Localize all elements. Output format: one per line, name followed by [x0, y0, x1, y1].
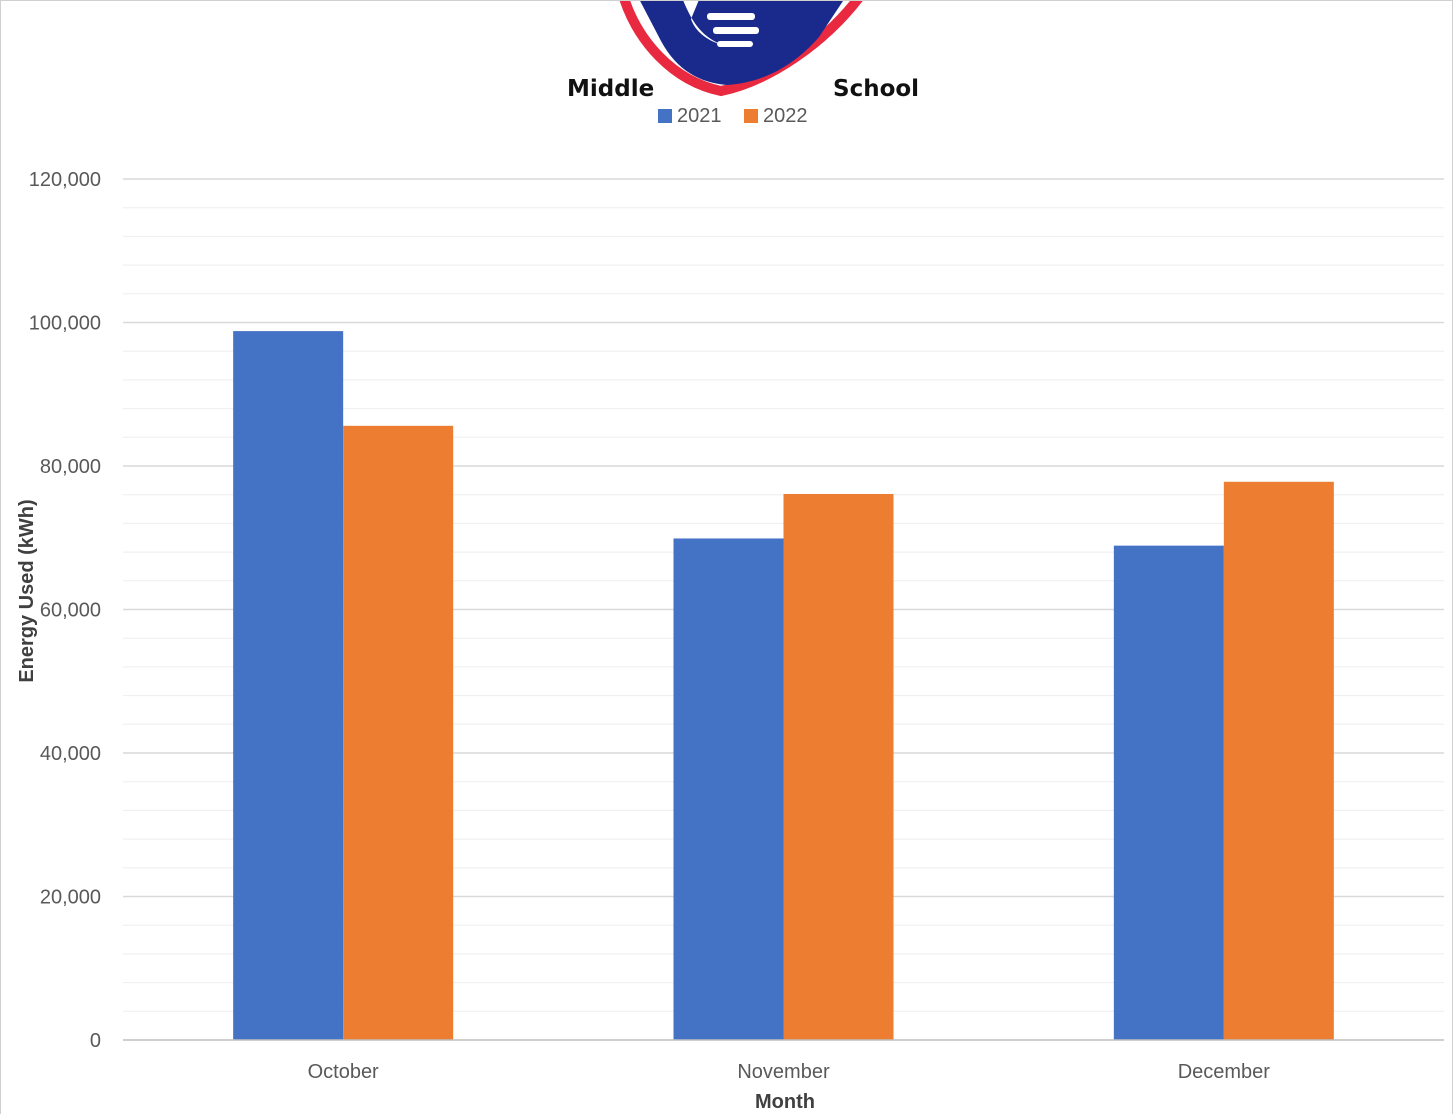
logo-stripe-2	[713, 27, 759, 34]
y-tick-label: 100,000	[29, 313, 101, 335]
x-axis-title: Month	[755, 1091, 815, 1113]
chart-legend: 2021 2022	[658, 105, 808, 127]
x-tick-label-december: December	[1178, 1061, 1271, 1083]
bar-2021-november	[673, 538, 784, 1040]
x-tick-label-november: November	[737, 1061, 830, 1083]
y-axis-title: Energy Used (kWh)	[16, 499, 38, 682]
legend-label-2021: 2021	[677, 105, 722, 127]
logo-word-school: School	[833, 76, 919, 102]
legend-swatch-2021	[658, 109, 672, 123]
y-tick-label: 40,000	[40, 743, 101, 765]
legend-swatch-2022	[744, 109, 758, 123]
y-tick-label: 0	[90, 1030, 101, 1052]
bar-2021-december	[1113, 545, 1224, 1040]
legend-label-2022: 2022	[763, 105, 808, 127]
y-tick-label: 20,000	[40, 887, 101, 909]
bar-2022-october	[343, 425, 454, 1040]
logo-word-middle: Middle	[567, 76, 654, 102]
bars	[233, 331, 1334, 1040]
x-tick-label-october: October	[308, 1061, 379, 1083]
bar-2021-october	[233, 331, 344, 1040]
logo-stripe-3	[717, 41, 753, 47]
logo-shield-outline	[619, 1, 863, 97]
y-tick-label: 120,000	[29, 169, 101, 191]
school-logo: Middle School	[567, 1, 919, 102]
y-tick-label: 60,000	[40, 600, 101, 622]
bar-2022-november	[783, 493, 894, 1040]
logo-stripe-1	[707, 13, 755, 20]
y-tick-label: 80,000	[40, 456, 101, 478]
logo-face-highlight	[683, 1, 723, 45]
y-axis-tick-labels: 0 20,000 40,000 60,000 80,000 100,000 120,000	[29, 169, 101, 1052]
bar-2022-december	[1223, 481, 1334, 1040]
x-axis-tick-labels: October November December	[308, 1061, 1271, 1083]
